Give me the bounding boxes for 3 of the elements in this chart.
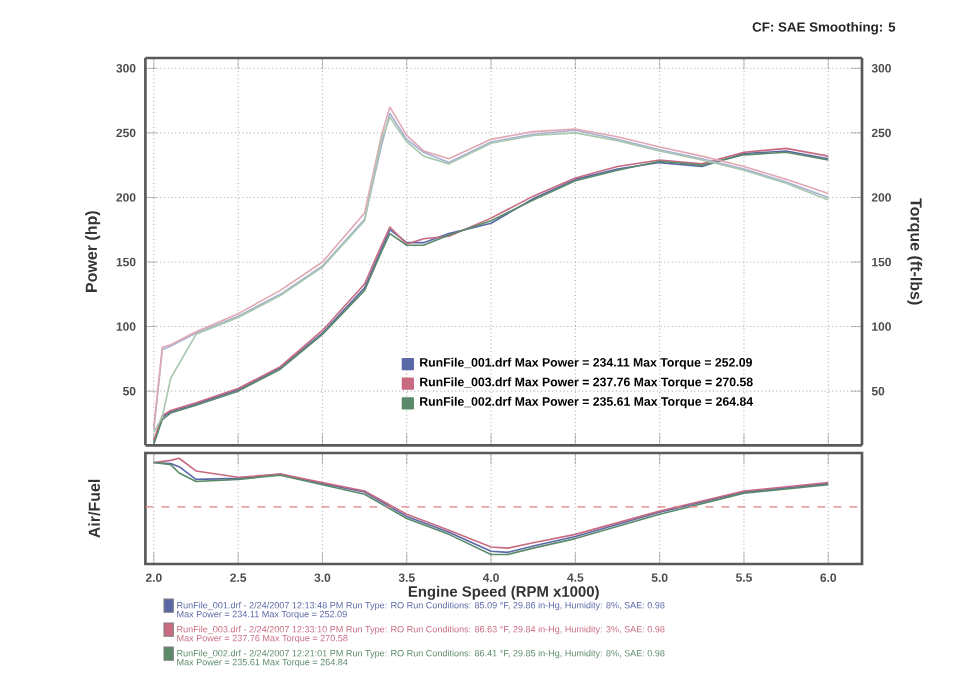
- y-axis-title: Power (hp): [85, 211, 101, 292]
- y-axis-title: Air/Fuel: [88, 479, 101, 538]
- y2-axis-title: Torque (ft-lbs): [907, 198, 923, 305]
